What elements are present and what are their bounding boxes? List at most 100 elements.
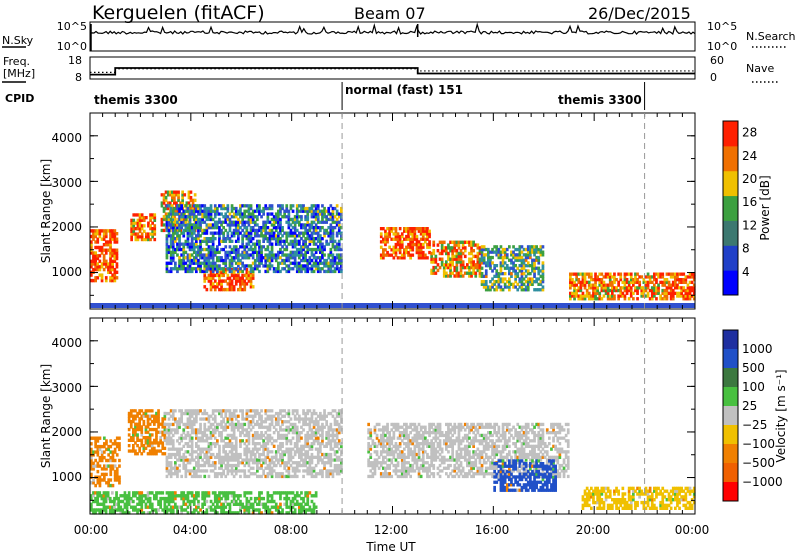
power-cell (424, 227, 427, 231)
power-cell (524, 288, 528, 292)
power-cell (438, 257, 442, 261)
velocity-cell (209, 433, 213, 438)
velocity-cell (316, 442, 320, 446)
power-cell (169, 226, 173, 230)
velocity-cell (142, 499, 146, 504)
power-cell (499, 245, 503, 249)
power-cell (484, 285, 488, 289)
power-cell (419, 253, 423, 257)
velocity-cell (163, 499, 167, 504)
power-cell (165, 217, 169, 222)
power-cell (207, 267, 211, 271)
velocity-cell (113, 478, 117, 482)
velocity-cell (337, 472, 341, 476)
power-cell (266, 258, 270, 263)
power-cell (239, 253, 242, 257)
power-cell (186, 267, 190, 271)
velocity-cell (157, 419, 160, 424)
power-cell (388, 245, 391, 249)
power-cell (211, 239, 215, 243)
power-cell (453, 246, 457, 250)
power-cell (272, 256, 276, 260)
power-cell (587, 291, 591, 295)
velocity-cell (289, 439, 293, 443)
power-cell (474, 254, 478, 259)
power-cell (569, 297, 572, 301)
power-cell (224, 217, 228, 222)
power-cell (487, 253, 490, 257)
velocity-cell (94, 496, 97, 501)
velocity-cell (222, 409, 225, 413)
power-cell (312, 261, 316, 265)
power-cell (289, 204, 293, 208)
power-cell (438, 251, 442, 256)
velocity-cell (211, 461, 215, 465)
velocity-cell (237, 461, 240, 465)
power-cell (634, 280, 637, 284)
power-cell (529, 250, 532, 254)
power-cell (243, 231, 247, 235)
power-cell (243, 273, 247, 278)
power-cell (522, 282, 526, 286)
power-cell (203, 253, 207, 257)
velocity-cell (226, 420, 230, 424)
power-cell (270, 234, 274, 238)
power-cell (218, 217, 221, 222)
power-cell (468, 271, 471, 275)
velocity-cell (312, 420, 316, 424)
power-cell (180, 261, 183, 265)
power-cell (337, 253, 341, 257)
power-cell (245, 268, 249, 272)
power-cell (487, 250, 490, 254)
velocity-cell (262, 420, 265, 424)
velocity-cell (218, 450, 221, 454)
power-cell (189, 190, 193, 194)
velocity-cell (285, 447, 289, 451)
power-cell (310, 247, 314, 252)
velocity-cell (136, 411, 139, 416)
velocity-cell (247, 463, 251, 468)
velocity-cell (232, 463, 236, 468)
power-cell (613, 288, 616, 293)
velocity-cell (281, 452, 284, 457)
velocity-cell (174, 447, 177, 451)
velocity-cell (129, 449, 133, 453)
power-cell (211, 231, 215, 235)
power-cell (398, 250, 402, 255)
power-cell (316, 237, 320, 241)
power-cell (190, 231, 194, 235)
power-cell (569, 272, 572, 276)
velocity-cell (218, 455, 221, 459)
velocity-cell (157, 444, 160, 448)
velocity-cell (136, 433, 139, 437)
velocity-cell (138, 508, 141, 512)
velocity-cell (161, 508, 165, 512)
power-cell (256, 258, 259, 263)
power-cell (181, 198, 184, 202)
velocity-cell (171, 491, 175, 495)
velocity-cell (92, 436, 95, 440)
power-cell (279, 269, 282, 274)
velocity-cell (289, 455, 293, 459)
power-cell (192, 223, 196, 227)
power-cell (272, 267, 276, 271)
power-cell (428, 242, 431, 247)
power-cell (176, 234, 179, 238)
power-cell (298, 256, 301, 260)
velocity-cell (142, 411, 146, 416)
power-cell (251, 247, 255, 252)
power-cell (281, 228, 284, 233)
power-cell (109, 243, 112, 247)
power-cell (585, 291, 589, 295)
velocity-cell (321, 458, 324, 462)
power-cell (590, 297, 593, 301)
velocity-cell (230, 458, 234, 462)
power-cell (583, 275, 587, 279)
power-cell (234, 253, 238, 257)
power-cell (520, 245, 524, 249)
power-cell (539, 250, 543, 254)
power-cell (590, 278, 593, 282)
power-cell (304, 226, 307, 230)
power-cell (421, 245, 425, 249)
velocity-cell (234, 452, 238, 457)
